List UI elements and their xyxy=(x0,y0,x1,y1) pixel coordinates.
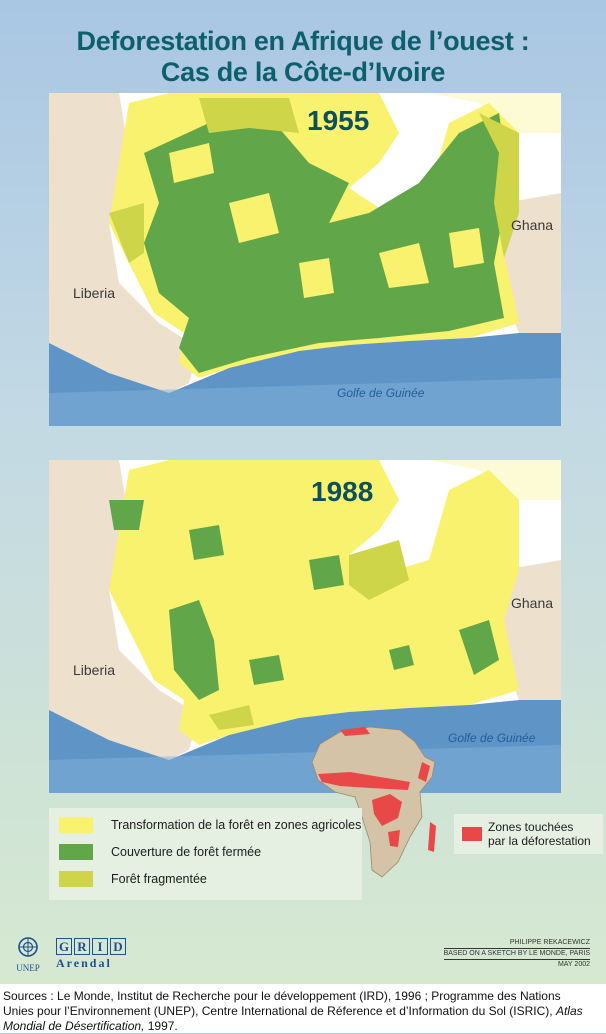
legend-label-line-2: par la déforestation xyxy=(488,834,591,848)
ghana-label: Ghana xyxy=(511,217,554,233)
legend-label-line-1: Zones touchées xyxy=(488,820,574,834)
closed-forest-1955 xyxy=(144,113,509,373)
legend: Transformation de la forêt en zones agri… xyxy=(49,808,362,900)
title-line-2: Cas de la Côte-d’Ivoire xyxy=(160,57,446,87)
grid-letter: R xyxy=(74,938,90,955)
agri-patch xyxy=(299,258,334,298)
ocean-shading xyxy=(49,745,561,793)
grid-letter: D xyxy=(110,938,126,955)
fragmented-forest-1988 xyxy=(349,540,409,600)
unep-text: UNEP xyxy=(16,963,40,973)
sources-year: 1997. xyxy=(144,1019,178,1033)
year-label: 1988 xyxy=(311,476,374,507)
credit-source: BASED ON A SKETCH BY LE MONDE, PARIS xyxy=(443,948,590,960)
map-1988: 1988 Liberia Ghana Golfe de Guinée xyxy=(49,460,561,793)
fragmented-forest-east xyxy=(479,113,519,258)
map-1955: 1955 Liberia Ghana Golfe de Guinée xyxy=(49,93,561,426)
deforestation-zone xyxy=(372,794,402,826)
ghana-land xyxy=(504,193,561,343)
liberia-land xyxy=(49,93,199,393)
grid-letter: I xyxy=(92,938,108,955)
closed-forest-1988 xyxy=(169,600,219,700)
liberia-label: Liberia xyxy=(73,662,116,678)
legend-swatch xyxy=(59,844,93,860)
un-emblem-icon xyxy=(18,937,38,957)
deforestation-zone xyxy=(388,830,400,847)
legend-item-agriculture: Transformation de la forêt en zones agri… xyxy=(59,815,361,835)
gulf-label: Golfe de Guinée xyxy=(337,386,425,400)
sources-text: Sources : Le Monde, Institut de Recherch… xyxy=(0,984,606,1033)
sources-atlas-title-cont: Mondial de Désertification, xyxy=(3,1019,145,1033)
closed-forest-1988 xyxy=(249,655,284,685)
legend-swatch xyxy=(59,871,93,887)
credit-date: MAY 2002 xyxy=(557,961,590,968)
map-1955-svg xyxy=(49,93,561,426)
sources-line-2: Unies pour l’Environnement (UNEP), Centr… xyxy=(3,1004,553,1018)
legend-swatch xyxy=(462,827,482,841)
legend-label: Forêt fragmentée xyxy=(111,872,207,886)
gulf-label: Golfe de Guinée xyxy=(448,731,536,745)
legend-label: Couverture de forêt fermée xyxy=(111,845,262,859)
grid-letter: G xyxy=(56,938,72,955)
africa-inset-map xyxy=(311,726,436,878)
sources-line-1: Sources : Le Monde, Institut de Recherch… xyxy=(3,989,561,1003)
agri-patch xyxy=(449,228,484,268)
closed-forest-1988 xyxy=(189,525,224,560)
legend-label: Zones touchées par la déforestation xyxy=(488,820,591,848)
ocean-shading xyxy=(49,378,561,426)
closed-forest-1988 xyxy=(109,500,144,530)
legend-item-deforestation: Zones touchées par la déforestation xyxy=(454,814,603,854)
agri-patch xyxy=(379,243,429,288)
sources-atlas-title: Atlas xyxy=(555,1004,583,1018)
ghana-label: Ghana xyxy=(511,595,554,611)
closed-forest-1988 xyxy=(459,620,499,675)
legend-swatch xyxy=(59,817,93,833)
map-1988-svg xyxy=(49,460,561,793)
page-title: Deforestation en Afrique de l’ouest : Ca… xyxy=(0,26,606,88)
fragmented-forest-north xyxy=(199,98,299,133)
closed-forest-1988 xyxy=(309,555,344,590)
deforestation-zone xyxy=(418,762,430,782)
deforestation-zone xyxy=(318,772,410,790)
fragmented-forest-1988 xyxy=(209,705,254,730)
agri-patch xyxy=(169,143,214,183)
legend-item-fragmented-forest: Forêt fragmentée xyxy=(59,869,207,889)
liberia-label: Liberia xyxy=(73,285,116,301)
deforestation-zone xyxy=(340,727,370,736)
arendal-text: Arendal xyxy=(56,956,112,970)
grid-arendal-logo: G R I D Arendal xyxy=(56,938,126,971)
year-label: 1955 xyxy=(307,105,370,136)
deforestation-zone xyxy=(428,822,436,852)
grid-word: G R I D xyxy=(56,938,126,955)
legend-item-closed-forest: Couverture de forêt fermée xyxy=(59,842,261,862)
ghana-land xyxy=(504,560,561,710)
sahel-area xyxy=(109,93,561,133)
fragmented-forest-west xyxy=(109,203,144,263)
agri-patch xyxy=(229,193,279,243)
title-line-1: Deforestation en Afrique de l’ouest : xyxy=(76,26,530,56)
closed-forest-1988 xyxy=(389,645,414,670)
legend-label: Transformation de la forêt en zones agri… xyxy=(111,818,362,832)
unep-logo: UNEP xyxy=(11,936,45,973)
liberia-land xyxy=(49,460,199,760)
credit-author: PHILIPPE REKACEWICZ xyxy=(509,939,590,946)
sahel-area xyxy=(109,460,561,500)
map-credit: PHILIPPE REKACEWICZ BASED ON A SKETCH BY… xyxy=(443,938,590,970)
